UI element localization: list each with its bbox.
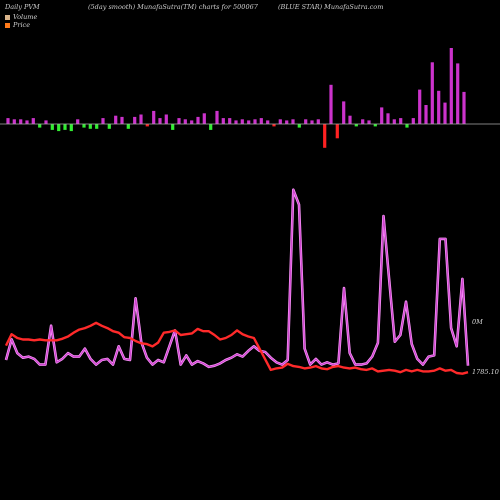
pvm-bar: [50, 124, 54, 130]
pvm-bar: [25, 120, 29, 124]
pvm-bar: [120, 116, 124, 124]
pvm-bar: [373, 124, 377, 127]
pvm-bar: [139, 114, 143, 124]
pvm-bar: [171, 124, 175, 130]
pvm-bar: [177, 118, 181, 124]
pvm-bar: [88, 124, 92, 129]
pvm-bar: [76, 119, 80, 125]
pvm-bar: [411, 118, 415, 124]
volume-line: [5, 189, 469, 368]
legend-volume-label: Volume: [13, 13, 38, 21]
pvm-bar: [443, 102, 447, 124]
pvm-bar: [342, 101, 346, 124]
pvm-bar: [215, 110, 219, 124]
volume-value-label: 0M: [472, 318, 483, 326]
pvm-bar: [152, 110, 156, 124]
pvm-bar: [183, 119, 187, 125]
chart-title: (5day smooth) MunafaSutra(TM) charts for…: [88, 3, 258, 11]
pvm-bar: [430, 62, 434, 125]
pvm-bar: [335, 124, 339, 139]
pvm-bar: [259, 118, 263, 124]
price-line: [4, 321, 469, 375]
pvm-bar: [399, 118, 403, 124]
pvm-bar: [114, 115, 118, 124]
pvm-bar: [297, 124, 301, 128]
pvm-bar: [107, 124, 111, 129]
pvm-bar: [69, 124, 73, 132]
legend-price-label: Price: [13, 21, 31, 29]
legend-price: Price: [5, 21, 30, 29]
pvm-bar: [367, 120, 371, 124]
pvm-bar: [31, 118, 35, 124]
pvm-bar: [285, 120, 289, 124]
pvm-bar: [316, 119, 320, 125]
pvm-bar: [380, 107, 384, 124]
pvm-bar: [424, 105, 428, 124]
pvm-bar: [240, 119, 244, 125]
pvm-bar: [354, 124, 358, 127]
pvm-bar: [234, 120, 238, 124]
pvm-bar: [348, 115, 352, 124]
pvm-bar: [38, 124, 42, 128]
pvm-bar: [82, 124, 86, 128]
chart-site-label: (BLUE STAR) MunafaSutra.com: [278, 3, 384, 11]
pvm-bar: [392, 119, 396, 125]
pvm-bar: [253, 119, 257, 125]
pvm-bar: [63, 124, 67, 130]
pvm-bar: [196, 116, 200, 124]
pvm-bar: [361, 119, 365, 125]
pvm-bar: [323, 124, 327, 148]
pvm-bar: [57, 124, 61, 132]
pvm-bar: [6, 118, 10, 124]
volume-line-glow: [4, 188, 470, 369]
pvm-bar: [101, 118, 105, 124]
chart-label-left: Daily PVM: [5, 3, 40, 11]
pvm-bar: [278, 119, 282, 125]
pvm-bar: [437, 90, 441, 125]
pvm-bar: [456, 63, 460, 124]
pvm-bar: [462, 91, 466, 124]
pvm-bar: [126, 124, 130, 129]
pvm-bar: [449, 48, 453, 124]
pvm-bar: [158, 118, 162, 124]
pvm-bar: [19, 119, 23, 125]
pvm-bar: [145, 124, 149, 127]
legend-price-swatch: [5, 22, 10, 28]
pvm-bar: [247, 120, 251, 124]
pvm-bar: [386, 113, 390, 124]
pvm-bar: [272, 124, 276, 127]
pvm-bar: [405, 124, 409, 128]
pvm-bar: [133, 116, 137, 124]
pvm-bar: [202, 113, 206, 124]
legend-volume-swatch: [5, 14, 10, 20]
pvm-bar: [44, 120, 48, 124]
pvm-bar: [221, 118, 225, 124]
pvm-bar: [266, 120, 270, 124]
legend-volume: Volume: [5, 13, 37, 21]
pvm-bar: [209, 124, 213, 130]
pvm-bar: [164, 114, 168, 124]
pvm-bar: [95, 124, 99, 129]
pvm-bar: [304, 119, 308, 125]
price-value-label: 1785.10: [472, 368, 499, 376]
pvm-bar: [291, 119, 295, 125]
pvm-bar: [228, 118, 232, 124]
pvm-bar: [310, 120, 314, 124]
pvm-bar: [418, 89, 422, 124]
pvm-bar: [12, 119, 16, 125]
pvm-bar: [329, 84, 333, 124]
pvm-bar: [190, 120, 194, 124]
